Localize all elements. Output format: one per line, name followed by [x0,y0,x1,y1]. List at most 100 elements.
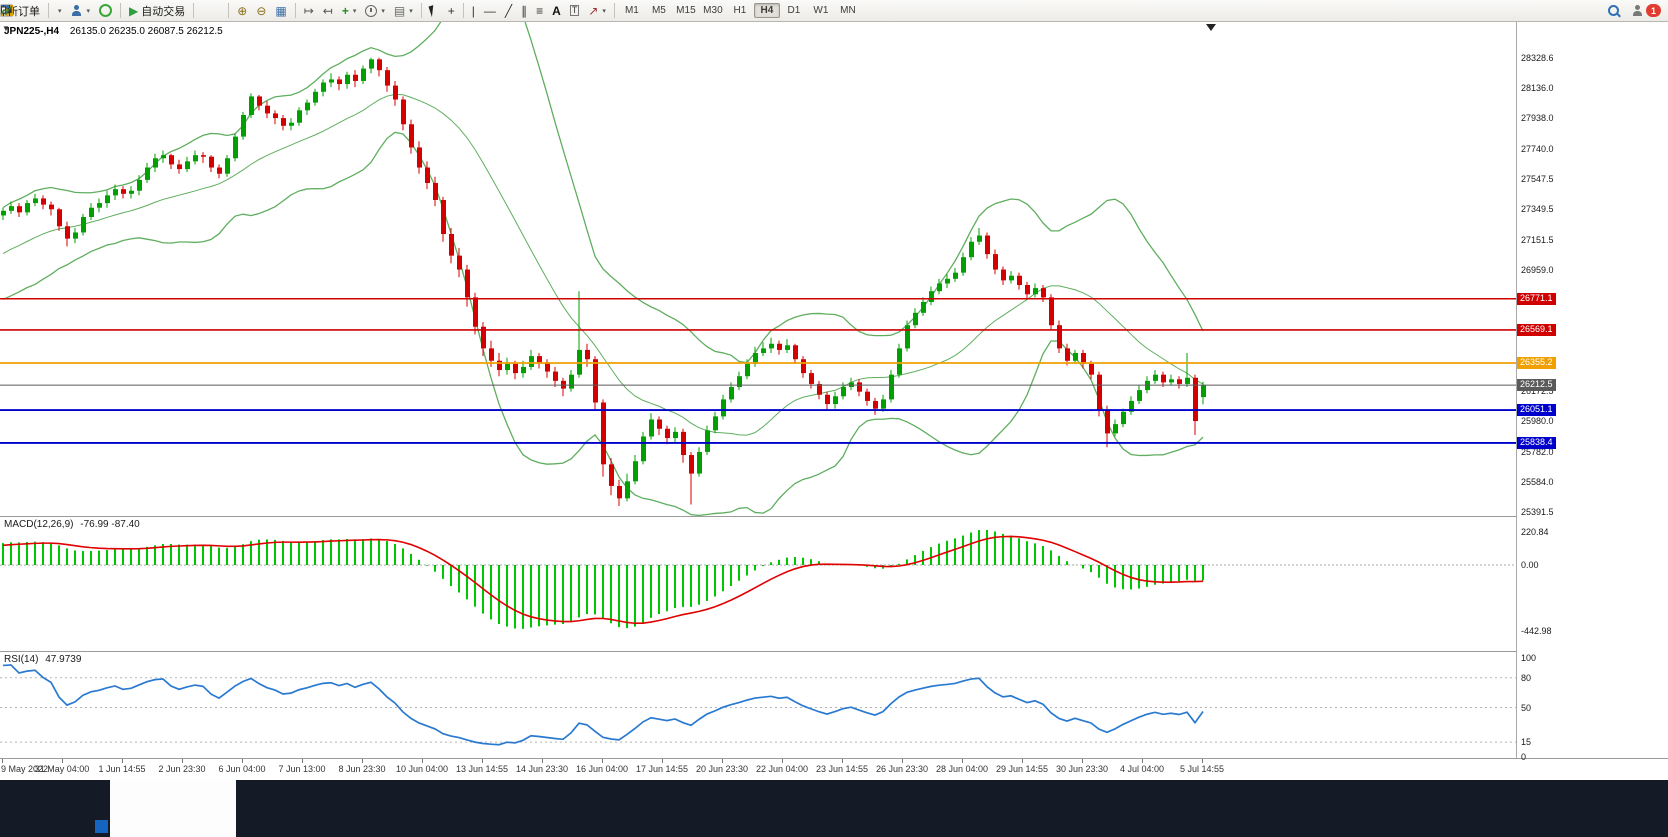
panel-separator[interactable] [0,516,1668,517]
period-button[interactable]: ▾ [361,1,389,21]
trendline-button[interactable]: ╱ [501,1,516,21]
one-click-trading-arrow[interactable]: ▼ [2,24,10,33]
candle [241,114,246,137]
line-chart-type-button[interactable] [0,1,224,21]
candle [897,348,902,375]
price-level-label: 26355.2 [1517,357,1556,369]
timeframe-m1[interactable]: M1 [624,5,639,16]
label-button[interactable]: T [566,1,584,21]
timeframe-m5[interactable]: M5 [651,5,666,16]
candle [697,451,702,474]
time-label: 28 Jun 04:00 [935,764,989,774]
auto-scroll-button[interactable]: ↦ [300,1,318,21]
candle [17,206,22,213]
timeframe-d1[interactable]: D1 [787,5,801,16]
panel-separator[interactable] [0,651,1668,652]
timeframe-w1[interactable]: W1 [813,5,829,16]
candle [905,325,910,349]
candle [553,371,558,381]
candle [409,124,414,148]
price-level-label: 26051.1 [1517,404,1556,416]
candle [865,391,870,401]
candle [665,428,670,439]
candle [993,254,998,270]
time-tick [2,759,3,763]
timeframe-m30[interactable]: M30 [703,5,723,16]
macd-name: MACD(12,26,9) [4,519,74,530]
price-axis[interactable]: 28328.6 28136.0 27938.0 27740.0 27547.5 27349… [1516,22,1668,762]
candle [761,348,766,354]
time-tick [722,759,723,763]
main-chart-canvas[interactable] [0,22,1516,516]
rsi-line [2,664,1204,746]
taskbar-item[interactable] [95,820,108,833]
cursor-button[interactable] [426,1,443,21]
new-chart-button[interactable]: ▾ [1,1,66,21]
new-order-label: 新订单 [7,5,40,18]
user-button[interactable]: 1 [1627,1,1665,21]
candle [753,353,758,364]
candle [601,402,606,465]
candlestick-chart-type-button[interactable] [1,1,215,21]
trendline-icon: ╱ [504,3,513,18]
zoom-in-button[interactable]: ⊕ [233,1,251,21]
vertical-line-button[interactable]: | [468,1,479,21]
candle [305,102,310,111]
candle [433,182,438,200]
template-button[interactable]: ▤ ▾ [390,1,417,21]
time-label: 7 Jun 13:00 [278,764,326,774]
channel-icon: ∥ [521,3,528,18]
candle [121,189,126,194]
tile-windows-button[interactable]: ▦ [271,1,290,21]
candle [1009,275,1014,281]
crosshair-button[interactable]: + [444,1,459,21]
user-icon [1631,4,1643,17]
time-axis[interactable]: 9 May 2022 31 May 04:00 1 Jun 14:55 2 Jun 2… [0,759,1668,780]
arrows-button[interactable]: ↗ ▾ [584,1,610,21]
candle [1201,385,1206,398]
zoom-out-button[interactable]: ⊖ [252,1,270,21]
chart-shift-button[interactable]: ↤ [319,1,337,21]
candle [721,399,726,417]
candle [297,110,302,123]
timeframe-mn[interactable]: MN [840,5,856,16]
price-tick: 27938.0 [1521,113,1554,124]
fibonacci-button[interactable]: ≡ [532,1,547,21]
time-tick [362,759,363,763]
community-button[interactable] [95,1,116,21]
time-tick [602,759,603,763]
candle [961,257,966,273]
candle [945,278,950,284]
time-label: 17 Jun 14:55 [635,764,689,774]
candle [89,207,94,217]
channel-button[interactable]: ∥ [517,1,531,21]
candle [969,241,974,258]
search-button[interactable] [1604,1,1626,21]
cursor-icon [428,3,441,18]
price-level-label: 26569.1 [1517,323,1556,336]
candle [481,326,486,349]
timeframe-h1[interactable]: H1 [733,5,747,16]
candle [809,373,814,384]
timeframe-h4[interactable]: H4 [753,3,780,18]
candle [1129,400,1134,412]
timeframe-m15[interactable]: M15 [676,5,696,16]
time-tick [422,759,423,763]
time-tick [302,759,303,763]
candle [825,394,830,405]
price-tick: 28328.6 [1521,53,1554,63]
rsi-canvas[interactable] [0,652,1516,758]
candle [1185,377,1190,384]
algo-trading-button[interactable]: ▶ 自动交易 [125,1,189,21]
candle [841,387,846,397]
profiles-button[interactable]: ▾ [67,1,95,21]
text-button[interactable]: A [548,1,565,21]
price-level-label: 26771.1 [1517,292,1556,305]
candle [161,155,166,159]
indicators-button[interactable]: + ▾ [338,1,361,21]
bar-chart-type-button[interactable] [1,1,206,21]
horizontal-line-button[interactable]: — [480,1,500,21]
taskbar-window[interactable] [110,780,236,837]
macd-canvas[interactable] [0,517,1516,651]
candle [449,233,454,256]
